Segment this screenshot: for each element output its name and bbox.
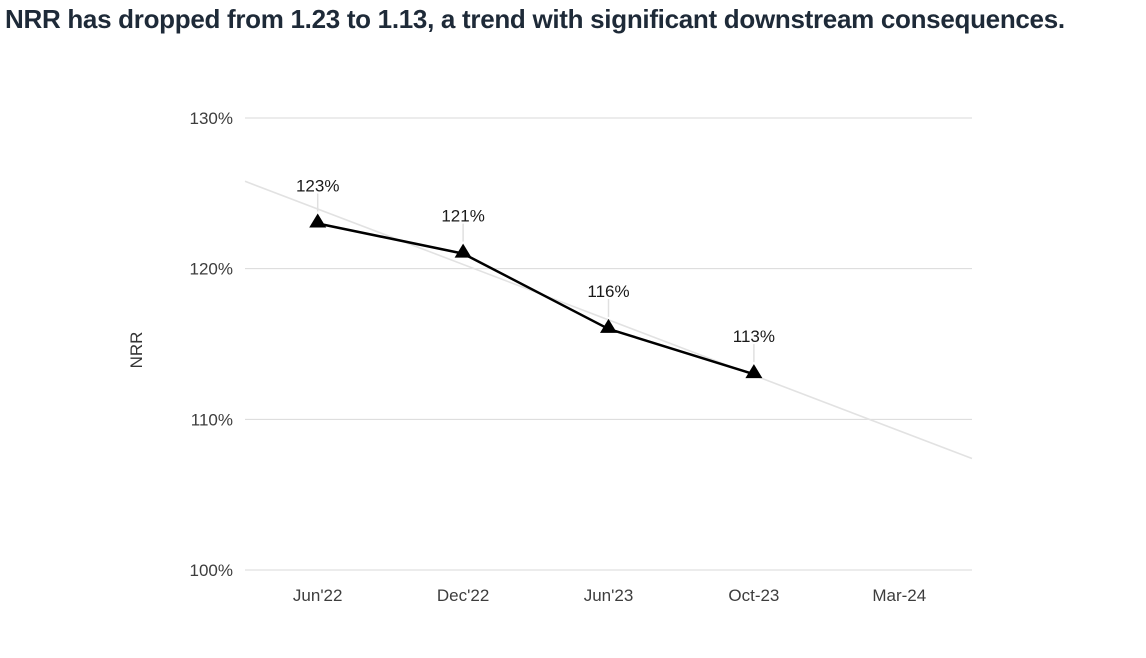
x-axis-tick-label: Jun'22 xyxy=(293,586,343,605)
data-label: 121% xyxy=(441,207,484,226)
data-label: 123% xyxy=(296,176,339,195)
data-label: 113% xyxy=(733,327,775,346)
chart-title: NRR has dropped from 1.23 to 1.13, a tre… xyxy=(5,4,1065,34)
y-axis-tick-label: 120% xyxy=(190,260,233,279)
x-axis-tick-label: Jun'23 xyxy=(584,586,634,605)
data-point-marker xyxy=(454,243,472,258)
y-axis-tick-label: 110% xyxy=(191,410,233,429)
series-line xyxy=(316,222,756,376)
y-axis-tick-label: 100% xyxy=(190,561,233,580)
y-axis-tick-label: 130% xyxy=(190,109,233,128)
x-axis-tick-label: Dec'22 xyxy=(437,586,489,605)
y-axis-title: NRR xyxy=(127,332,146,369)
x-axis-tick-label: Oct-23 xyxy=(728,586,779,605)
data-label: 116% xyxy=(587,282,629,301)
x-axis-tick-label: Mar-24 xyxy=(872,586,926,605)
data-point-marker xyxy=(309,213,327,228)
data-point-marker xyxy=(600,318,617,333)
data-point-marker xyxy=(745,364,763,379)
